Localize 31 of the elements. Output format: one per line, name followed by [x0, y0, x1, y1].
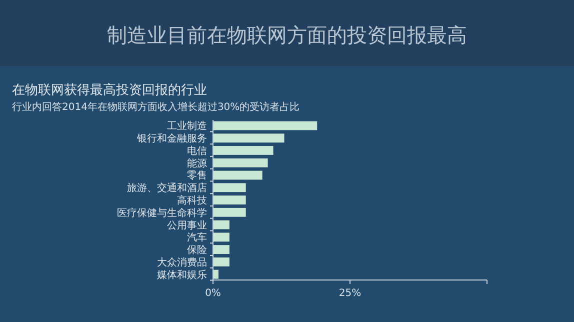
y-tick-label: 汽车 — [187, 232, 207, 244]
bar — [213, 196, 246, 204]
bar — [213, 170, 262, 180]
chart-subtitle: 在物联网获得最高投资回报的行业 — [12, 82, 207, 98]
bar — [213, 232, 230, 242]
bar — [213, 245, 230, 254]
chart-title: 制造业目前在物联网方面的投资回报最高 — [107, 23, 467, 47]
bar — [213, 134, 284, 143]
x-tick-label: 25% — [338, 288, 362, 299]
y-tick-label: 高科技 — [177, 194, 207, 206]
y-tick-label: 银行和金融服务 — [136, 132, 207, 145]
x-tick-label: 0% — [205, 288, 221, 299]
y-tick-label: 零售 — [187, 170, 207, 182]
y-tick-label: 医疗保健与生命科学 — [117, 206, 207, 219]
bar — [213, 146, 274, 155]
y-tick-label: 公用事业 — [167, 219, 207, 232]
bar — [213, 208, 246, 217]
y-tick-label: 电信 — [187, 144, 207, 157]
text: 行业内回答2014年在物联网方面收入增长超过30%的受访者占比 — [12, 101, 300, 113]
y-tick-label: 能源 — [187, 157, 207, 170]
bar — [213, 220, 230, 230]
bar — [213, 257, 230, 266]
y-tick-label: 媒体和娱乐 — [157, 268, 207, 281]
y-tick-label: 工业制造 — [167, 120, 207, 132]
y-tick-label: 保险 — [187, 244, 207, 256]
bar — [213, 158, 268, 168]
y-tick-label: 大众消费品 — [157, 256, 207, 268]
bar — [213, 121, 318, 130]
bar — [213, 183, 246, 192]
y-tick-label: 旅游、交通和酒店 — [127, 182, 207, 194]
bar — [213, 270, 218, 279]
